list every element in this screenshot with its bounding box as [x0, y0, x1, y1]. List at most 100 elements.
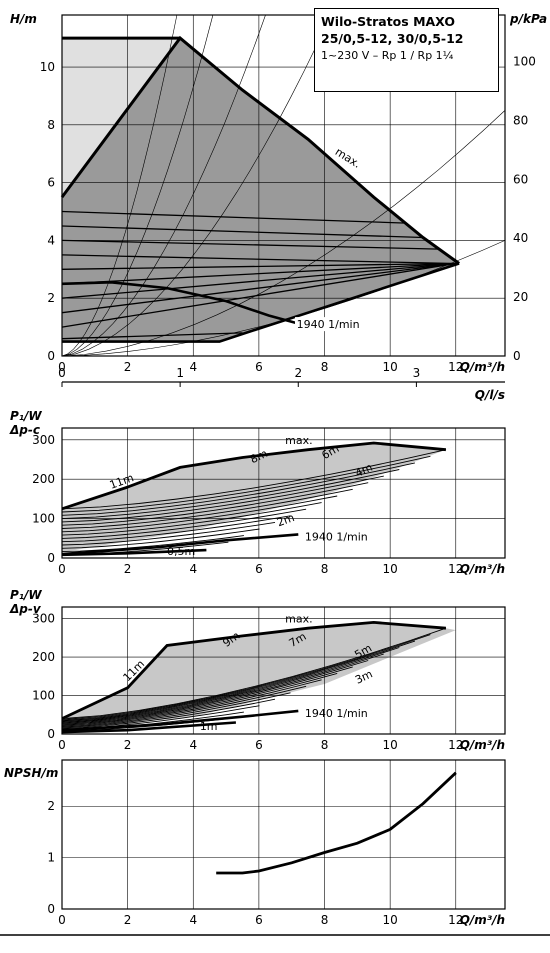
x-tick-label: 10 — [383, 913, 398, 927]
x-tick-label: 12 — [448, 738, 463, 752]
y-axis-label: P₁/W — [10, 409, 42, 423]
system-curve — [61, 14, 214, 357]
y-tick-label: 100 — [32, 512, 55, 526]
ls-tick-label: 2 — [294, 366, 302, 380]
curve-label: 1m — [200, 720, 218, 733]
y-axis-label: H/m — [10, 12, 37, 26]
power-curve — [61, 647, 400, 722]
power-curve — [61, 640, 416, 721]
system-curve — [61, 14, 266, 357]
power-curve — [61, 666, 353, 725]
plot-frame — [61, 427, 506, 559]
x-tick-label: 6 — [255, 913, 263, 927]
y-tick-label: 200 — [32, 472, 55, 486]
power-curve — [61, 495, 338, 533]
operating-area — [62, 38, 460, 342]
max-label: max. — [285, 613, 312, 626]
speed-label: 1940 1/min — [305, 530, 368, 543]
power-curve — [61, 692, 291, 728]
ls-tick-label: 1 — [176, 366, 184, 380]
x-tick-label: 8 — [321, 738, 329, 752]
x-axis-label: Q/m³/h — [460, 360, 505, 374]
x-tick-label: 4 — [189, 913, 197, 927]
x-tick-label: 0 — [58, 360, 66, 374]
speed-1940-power-curve — [61, 709, 299, 732]
x-tick-label: 6 — [255, 360, 263, 374]
max-power-curve — [61, 441, 447, 511]
x-axis-label: Q/m³/h — [460, 562, 505, 576]
speed-1940-curve — [61, 280, 312, 329]
power-curve — [61, 672, 338, 726]
power-curve — [61, 488, 353, 529]
power-curve — [61, 679, 322, 727]
y-tick-label: 2 — [47, 291, 55, 305]
power-curve — [61, 627, 447, 720]
pressure-curve — [61, 225, 424, 239]
pressure-curve — [61, 262, 456, 299]
pressure-curve — [61, 262, 456, 285]
y2-tick-label: 100 — [513, 54, 536, 68]
y-tick-label: 2 — [47, 799, 55, 813]
system-curve — [61, 14, 332, 357]
power-curve — [61, 462, 415, 516]
x-tick-label: 10 — [383, 562, 398, 576]
x-tick-label: 10 — [383, 360, 398, 374]
x-tick-label: 0 — [58, 738, 66, 752]
x-tick-label: 4 — [189, 562, 197, 576]
info-box-title: Wilo-Stratos MAXO — [321, 14, 455, 29]
y2-tick-label: 80 — [513, 113, 528, 127]
curve-label: 0,5m — [167, 545, 195, 558]
power-curve — [61, 528, 260, 549]
x-tick-label: 12 — [448, 913, 463, 927]
x-tick-label: 12 — [448, 562, 463, 576]
y-tick-label: 0 — [47, 349, 55, 363]
pressure-curve — [61, 239, 440, 250]
y2-axis-label: p/kPa — [509, 12, 547, 26]
speed-label: 1940 1/min — [305, 707, 368, 720]
pressure-curve — [61, 262, 456, 314]
system-curve — [61, 14, 178, 357]
min-power-curve — [61, 721, 236, 734]
info-box-models: 25/0,5-12, 30/0,5-12 — [321, 31, 464, 46]
info-box: Wilo-Stratos MAXO 25/0,5-12, 30/0,5-12 1… — [314, 8, 499, 92]
y-axis-label: NPSH/m — [4, 766, 58, 780]
npsh-curve — [216, 771, 457, 875]
power-curve — [61, 698, 276, 729]
x-axis-label: Q/m³/h — [460, 738, 505, 752]
y2-tick-label: 40 — [513, 231, 528, 245]
min-curve — [62, 262, 460, 343]
x-tick-label: 2 — [124, 562, 132, 576]
y-tick-label: 200 — [32, 650, 55, 664]
pressure-curve — [61, 210, 407, 224]
x-axis-label: Q/m³/h — [460, 913, 505, 927]
x-tick-label: 8 — [321, 562, 329, 576]
power-curve — [61, 475, 384, 523]
x-tick-label: 2 — [124, 913, 132, 927]
x-tick-label: 4 — [189, 360, 197, 374]
ls-tick-label: 0 — [58, 366, 66, 380]
y-tick-label: 4 — [47, 233, 55, 247]
plot-frame — [61, 759, 506, 910]
x-tick-label: 10 — [383, 738, 398, 752]
x-tick-label: 8 — [321, 913, 329, 927]
y2-tick-label: 20 — [513, 290, 528, 304]
max-label: max. — [285, 434, 312, 447]
pressure-curve — [61, 262, 456, 270]
ls-tick-label: 3 — [413, 366, 421, 380]
ls-axis-label: Q/l/s — [475, 388, 505, 402]
y-tick-label: 0 — [47, 551, 55, 565]
power-curve — [61, 508, 307, 539]
y-axis-label-2: Δp-v — [9, 602, 42, 616]
y-tick-label: 0 — [47, 902, 55, 916]
y-tick-label: 0 — [47, 727, 55, 741]
power-curve — [61, 660, 369, 724]
y-tick-label: 8 — [47, 118, 55, 132]
pressure-curve — [61, 254, 456, 265]
y2-tick-label: 0 — [513, 349, 521, 363]
x-tick-label: 2 — [124, 738, 132, 752]
pressure-curve — [61, 332, 243, 340]
x-tick-label: 12 — [448, 360, 463, 374]
y-tick-label: 6 — [47, 176, 55, 190]
